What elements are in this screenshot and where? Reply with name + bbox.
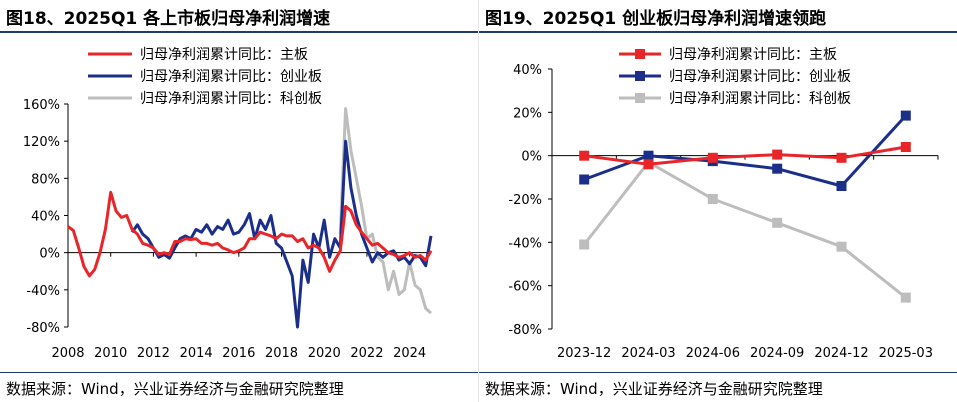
y-tick-label: -40% [26, 284, 60, 299]
panel-divider [478, 0, 479, 402]
legend-label: 归母净利润累计同比：主板 [669, 46, 837, 63]
x-tick-label: 2024-06 [686, 346, 740, 361]
series-line-0 [584, 145, 907, 166]
x-tick-label: 2016 [222, 346, 255, 361]
x-tick-label: 2020 [308, 346, 341, 361]
series-marker-2 [900, 292, 911, 303]
series-marker-0 [836, 152, 847, 163]
series-marker-1 [579, 174, 590, 185]
y-tick-label: 80% [31, 172, 60, 187]
chart-title: 图19、2025Q1 创业板归母净利润增速领跑 [485, 9, 827, 29]
series-marker-0 [643, 159, 654, 170]
title-underline [479, 31, 957, 33]
series-marker-0 [707, 152, 718, 163]
x-tick-label: 2010 [94, 346, 127, 361]
x-tick-label: 2025-03 [879, 346, 933, 361]
series-marker-2 [836, 241, 847, 252]
source-divider [479, 372, 957, 373]
series-marker-0 [579, 150, 590, 161]
legend-label: 归母净利润累计同比：创业板 [669, 68, 851, 85]
y-tick-label: 0% [39, 247, 60, 262]
series-marker-0 [772, 149, 783, 160]
line-chart-right: -80% -60% -40% -20% 0% 20% 40% 2023-12 2024-03 20… [508, 46, 939, 361]
chart-panel-left: 图18、2025Q1 各上市板归母净利润增速 -80% -40% 0% 40% 80% 1… [0, 0, 478, 402]
y-tick-label: -80% [26, 321, 60, 336]
y-tick-label: -40% [508, 236, 542, 251]
y-tick-label: -20% [508, 193, 542, 208]
source-divider [0, 372, 478, 373]
legend-label: 归母净利润累计同比：创业板 [140, 68, 322, 85]
legend-marker [635, 71, 645, 81]
y-tick-label: 120% [23, 135, 60, 150]
series-line-1 [583, 114, 907, 188]
series-marker-2 [579, 239, 590, 250]
x-tick-label: 2012 [137, 346, 170, 361]
x-tick-label: 2024-12 [814, 346, 868, 361]
legend-marker [635, 49, 645, 59]
legend-label: 归母净利润累计同比：科创板 [669, 90, 851, 107]
x-tick-label: 2014 [180, 346, 213, 361]
series-marker-1 [900, 110, 911, 121]
y-tick-label: 20% [513, 106, 542, 121]
x-tick-label: 2024-09 [750, 346, 804, 361]
x-tick-label: 2008 [51, 346, 84, 361]
legend-label: 归母净利润累计同比：科创板 [140, 90, 322, 107]
series-marker-0 [900, 142, 911, 152]
series-marker-1 [643, 150, 654, 161]
y-tick-label: -60% [508, 280, 542, 295]
chart-source: 数据来源：Wind，兴业证券经济与金融研究院整理 [6, 380, 344, 398]
x-tick-label: 2023-12 [557, 346, 611, 361]
chart-title: 图18、2025Q1 各上市板归母净利润增速 [6, 9, 331, 29]
x-tick-label: 2024-03 [621, 346, 675, 361]
x-tick-label: 2018 [265, 346, 298, 361]
y-tick-label: 40% [31, 210, 60, 225]
x-tick-label: 2022 [350, 346, 383, 361]
series-line-0 [67, 190, 433, 278]
series-marker-2 [707, 194, 718, 204]
chart-panel-right: 图19、2025Q1 创业板归母净利润增速领跑 -80% -60% -40% -20%… [479, 0, 957, 402]
series-line-2 [338, 107, 432, 315]
x-tick-label: 2024 [393, 346, 426, 361]
y-tick-label: -80% [508, 323, 542, 338]
series-line-2 [583, 160, 907, 299]
series-marker-1 [836, 181, 847, 191]
y-tick-label: 40% [513, 63, 542, 78]
y-tick-label: 0% [521, 150, 542, 165]
line-chart-left: -80% -40% 0% 40% 80% 120% 160% 2008 2010 2012 2014… [23, 46, 433, 361]
legend-label: 归母净利润累计同比：主板 [140, 46, 308, 63]
y-tick-label: 160% [23, 98, 60, 113]
series-marker-1 [772, 163, 783, 174]
series-marker-2 [772, 217, 783, 228]
chart-source: 数据来源：Wind，兴业证券经济与金融研究院整理 [485, 380, 823, 398]
legend-marker [635, 93, 645, 103]
series-line-1 [130, 139, 433, 329]
title-underline [0, 31, 478, 33]
